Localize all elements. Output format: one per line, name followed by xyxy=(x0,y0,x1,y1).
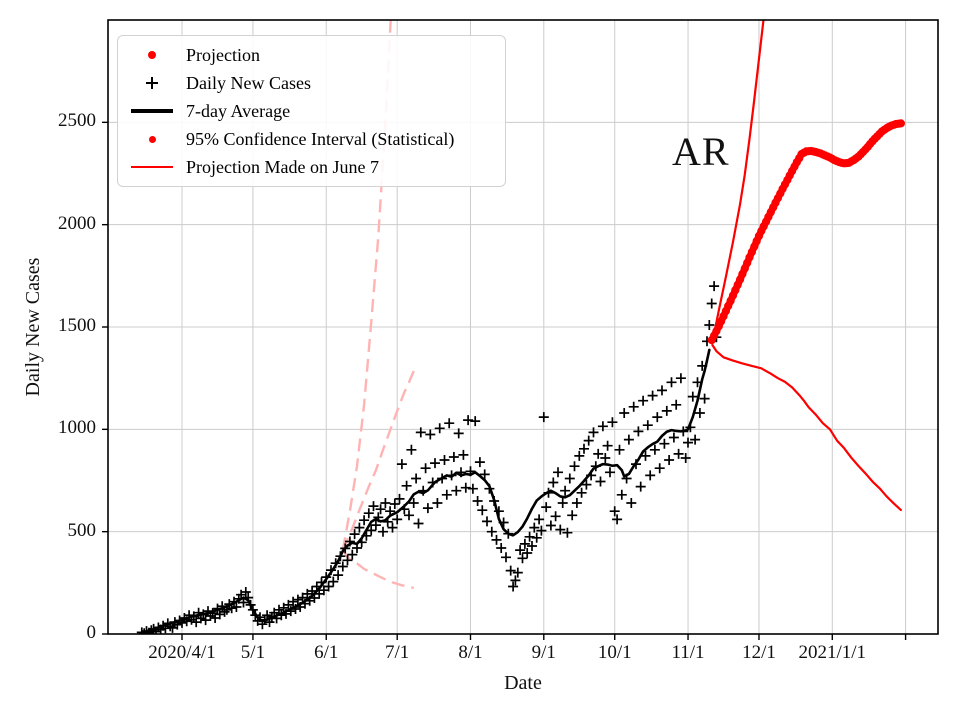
plot-area xyxy=(136,20,906,634)
legend-item-daily-new-cases: Daily New Cases xyxy=(118,70,505,97)
series-95-ci-lower xyxy=(711,343,902,512)
black-line-icon xyxy=(118,109,186,113)
legend-label: Projection Made on June 7 xyxy=(186,156,379,177)
series-7-day-average xyxy=(140,348,711,634)
y-tick-label: 2500 xyxy=(58,110,96,132)
legend-item-june7-projection: Projection Made on June 7 xyxy=(118,154,505,181)
series-daily-new-cases xyxy=(136,281,722,634)
y-tick-label: 500 xyxy=(67,519,97,541)
x-tick-label: 5/1 xyxy=(240,642,266,663)
red-dot-icon xyxy=(118,51,186,59)
x-axis-label: Date xyxy=(504,672,542,694)
x-tick-label: 9/1 xyxy=(531,642,556,663)
legend-item-confidence-interval: 95% Confidence Interval (Statistical) xyxy=(118,126,505,153)
y-tick-label: 0 xyxy=(86,622,97,643)
y-tick-label: 2000 xyxy=(58,212,96,234)
x-tick-label: 8/1 xyxy=(458,642,483,663)
legend-label: 95% Confidence Interval (Statistical) xyxy=(186,128,455,149)
x-tick-label: 6/1 xyxy=(314,642,339,663)
plus-marker-icon xyxy=(118,75,186,91)
x-tick-label: 11/1 xyxy=(671,642,705,663)
series-projection-dots xyxy=(707,119,906,345)
x-tick-label: 10/1 xyxy=(597,642,632,663)
y-axis-label: Daily New Cases xyxy=(22,257,44,397)
legend: Projection Daily New Cases 7-day Average… xyxy=(117,35,506,187)
red-line-icon xyxy=(118,165,186,169)
legend-item-7day-average: 7-day Average xyxy=(118,98,505,125)
series-june-7-projection-lower-ci xyxy=(341,549,415,590)
x-tick-label: 12/1 xyxy=(742,642,776,663)
x-tick-label: 7/1 xyxy=(385,642,410,663)
ar-annotation: AR xyxy=(672,129,730,174)
x-tick-label: 2020/4/1 xyxy=(148,642,216,663)
x-tick-label: 2021/1/1 xyxy=(798,642,867,663)
legend-item-projection: Projection xyxy=(118,42,505,69)
red-dot-small-icon xyxy=(118,135,186,143)
legend-label: Daily New Cases xyxy=(186,72,311,93)
gridlines xyxy=(108,20,938,634)
y-tick-label: 1000 xyxy=(58,417,96,439)
series-95-ci-upper xyxy=(711,20,765,344)
legend-label: 7-day Average xyxy=(186,100,291,121)
series-june-7-projection xyxy=(341,370,415,551)
legend-label: Projection xyxy=(186,44,260,65)
tick-marks xyxy=(102,121,907,640)
y-tick-label: 1500 xyxy=(58,315,96,336)
